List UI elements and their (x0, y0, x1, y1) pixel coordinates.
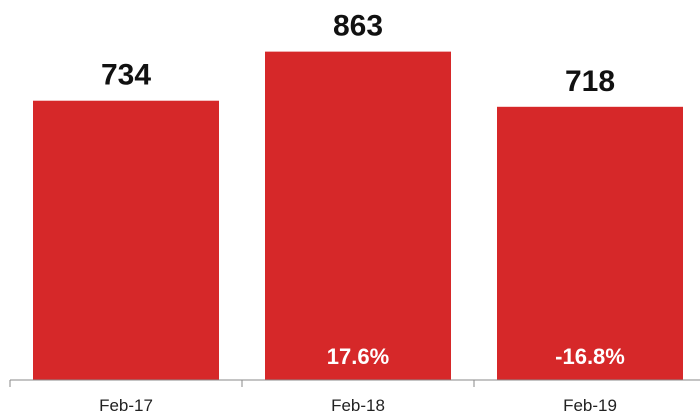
x-tick-label: Feb-18 (331, 396, 385, 415)
x-axis (9, 379, 700, 387)
change-label: -16.8% (555, 344, 625, 369)
bar-feb-17 (33, 100, 219, 380)
value-label: 734 (101, 59, 151, 92)
bar-feb-19 (497, 106, 683, 381)
change-label: 17.6% (327, 344, 389, 369)
bars (33, 51, 683, 381)
labels: 734 Feb-17 863 17.6% Feb-18 718 -16.8% Feb-19 (99, 10, 625, 415)
value-label: 718 (565, 65, 615, 98)
x-tick-label: Feb-19 (563, 396, 617, 415)
value-label: 863 (333, 10, 383, 43)
x-tick-label: Feb-17 (99, 396, 153, 415)
bar-feb-18 (265, 51, 451, 380)
